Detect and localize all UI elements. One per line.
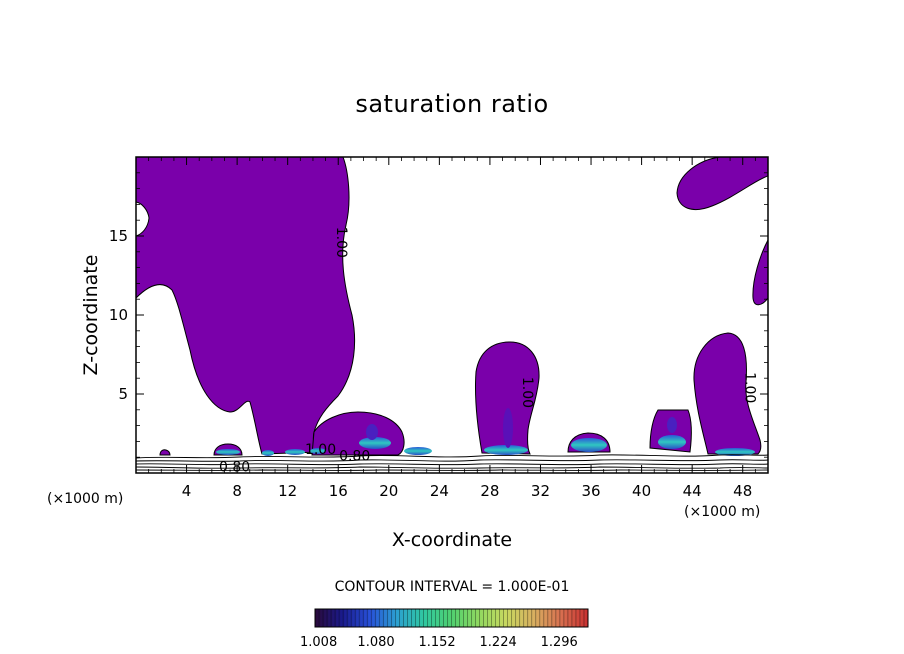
x-axis-label: X-coordinate (392, 529, 512, 551)
x-tick-label-0: 4 (182, 482, 192, 500)
contour-label-1: 1.00 (519, 377, 535, 408)
colorbar-label-0: 1.008 (300, 635, 337, 650)
x-tick-label-1: 8 (232, 482, 242, 500)
colorbar-label-2: 1.152 (418, 635, 455, 650)
blob-x3 (159, 449, 171, 456)
x-tick-label-4: 20 (379, 482, 398, 500)
x-tick-label-5: 24 (430, 482, 449, 500)
contour-label-5: 0.80 (219, 459, 250, 475)
x-tick-label-10: 44 (683, 482, 702, 500)
x-tick-label-3: 16 (329, 482, 348, 500)
surface-contours (136, 454, 768, 471)
colorbar-label-4: 1.296 (541, 635, 578, 650)
colorbar: 1.008 1.080 1.152 1.224 1.296 (300, 608, 589, 650)
colorbar-label-1: 1.080 (357, 635, 394, 650)
contour-labels: 1.001.00 1.001.00 0.800.80 (219, 227, 757, 476)
x-unit-label: (×1000 m) (684, 504, 760, 520)
y-tick-label-0: 5 (118, 385, 128, 403)
chart-title: saturation ratio (355, 90, 548, 118)
blob-top-right (676, 157, 768, 210)
x-tick-label-6: 28 (480, 482, 499, 500)
y-unit-label: (×1000 m) (47, 491, 123, 507)
x-tick-label-9: 40 (632, 482, 651, 500)
plot-area (136, 157, 768, 471)
contour-label-4: 0.80 (339, 448, 370, 464)
y-tick-label-1: 10 (109, 306, 128, 324)
colorbar-stripes (318, 609, 585, 627)
x-tick-label-2: 12 (278, 482, 297, 500)
blob-right-edge (752, 239, 768, 306)
contour-label-2: 1.00 (741, 372, 757, 403)
x-tick-label-8: 36 (581, 482, 600, 500)
plume-left (136, 157, 356, 455)
contour-label-0: 1.00 (333, 227, 349, 258)
plume-x29 (474, 341, 540, 455)
y-tick-label-2: 15 (109, 227, 128, 245)
colorbar-label-3: 1.224 (480, 635, 517, 650)
contour-interval: CONTOUR INTERVAL = 1.000E-01 (335, 579, 570, 595)
plume-x47 (693, 332, 762, 455)
contour-label-3: 1.00 (305, 442, 336, 458)
colorbar-labels: 1.008 1.080 1.152 1.224 1.296 (300, 635, 578, 650)
x-axis: 4 8 12 16 20 24 28 32 36 40 44 48 (148, 157, 756, 500)
y-axis-label: Z-coordinate (80, 255, 102, 376)
high-saturation-cells (216, 408, 755, 456)
x-tick-label-7: 32 (531, 482, 550, 500)
y-axis: 5 10 15 (109, 172, 768, 458)
x-tick-label-11: 48 (733, 482, 752, 500)
plume-left-edge (136, 201, 150, 237)
